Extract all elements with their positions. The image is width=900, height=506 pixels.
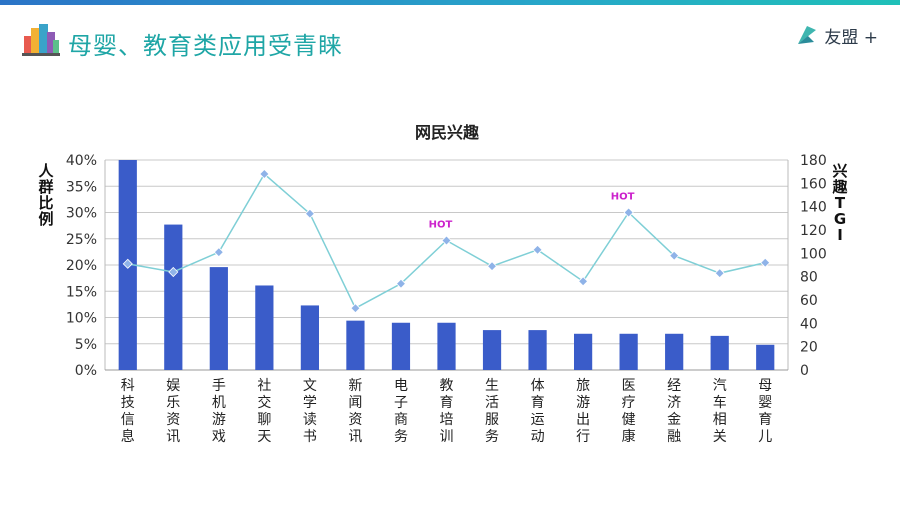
bar [392, 323, 410, 370]
left-tick-label: 30% [66, 206, 97, 222]
x-tick-label: 手机游戏 [212, 378, 226, 445]
hot-label: HOT [611, 192, 635, 203]
hot-label: HOT [429, 220, 453, 231]
x-tick-label: 文学读书 [303, 378, 317, 445]
x-tick-label: 医疗健康 [622, 378, 636, 445]
x-tick-label: 教育培训 [440, 378, 454, 445]
right-axis-ticks: 0 20 40 60 80 100 120 140 160 180 [800, 153, 827, 379]
bar [164, 225, 182, 370]
bar [483, 330, 501, 370]
right-tick-label: 180 [800, 153, 827, 169]
axis-label: 兴趣 T G I [831, 162, 848, 244]
right-tick-label: 80 [800, 270, 818, 286]
left-tick-label: 25% [66, 232, 97, 248]
right-tick-label: 120 [800, 223, 827, 239]
right-tick-label: 0 [800, 363, 809, 379]
tgi-point [579, 277, 588, 286]
right-tick-label: 160 [800, 176, 827, 192]
tgi-point [351, 304, 360, 313]
x-tick-label: 科技信息 [121, 378, 135, 445]
right-tick-label: 20 [800, 340, 818, 356]
left-tick-label: 10% [66, 311, 97, 327]
bar [528, 330, 546, 370]
left-tick-label: 40% [66, 153, 97, 169]
x-tick-label: 汽车相关 [713, 378, 727, 445]
right-tick-label: 40 [800, 316, 818, 332]
bar [665, 334, 683, 370]
tgi-point [488, 262, 497, 271]
chart-title: 网民兴趣 [415, 123, 480, 142]
left-tick-label: 35% [66, 179, 97, 195]
right-tick-label: 60 [800, 293, 818, 309]
left-axis-ticks: 0% 5% 10% 15% 20% 25% 30% 35% 40% [66, 153, 97, 379]
left-axis-label: 人群比例 [38, 162, 54, 228]
annotations: HOT HOT [429, 192, 635, 231]
axis-label: 人群比例 [38, 162, 54, 228]
tgi-point [761, 258, 770, 267]
x-axis-labels: 科技信息 娱乐资讯 手机游戏 社交聊天 文学读书 新闻资讯 电子商务 教育培训 生活服务 体育运动… [121, 378, 772, 445]
x-tick-label: 经济金融 [667, 378, 681, 445]
x-tick-label: 母婴育儿 [758, 378, 772, 445]
bar [210, 267, 228, 370]
bar [711, 336, 729, 370]
left-tick-label: 15% [66, 284, 97, 300]
x-tick-label: 旅游出行 [576, 378, 590, 445]
bar [574, 334, 592, 370]
tgi-point [214, 248, 223, 257]
bar [346, 321, 364, 370]
left-tick-label: 0% [75, 363, 97, 379]
right-axis-label: 兴趣 T G I [831, 162, 848, 244]
x-tick-label: 体育运动 [531, 378, 545, 445]
tgi-point [715, 269, 724, 278]
bar [437, 323, 455, 370]
tgi-point [533, 245, 542, 254]
left-tick-label: 5% [75, 337, 97, 353]
x-tick-label: 新闻资讯 [348, 378, 362, 445]
right-tick-label: 140 [800, 200, 827, 216]
bar [620, 334, 638, 370]
x-tick-label: 社交聊天 [257, 378, 271, 445]
x-tick-label: 生活服务 [485, 378, 499, 445]
right-tick-label: 100 [800, 246, 827, 262]
x-tick-label: 电子商务 [394, 378, 408, 445]
bar [255, 285, 273, 370]
bar [301, 305, 319, 370]
x-tick-label: 娱乐资讯 [166, 378, 180, 445]
bar [756, 345, 774, 370]
left-tick-label: 20% [66, 258, 97, 274]
